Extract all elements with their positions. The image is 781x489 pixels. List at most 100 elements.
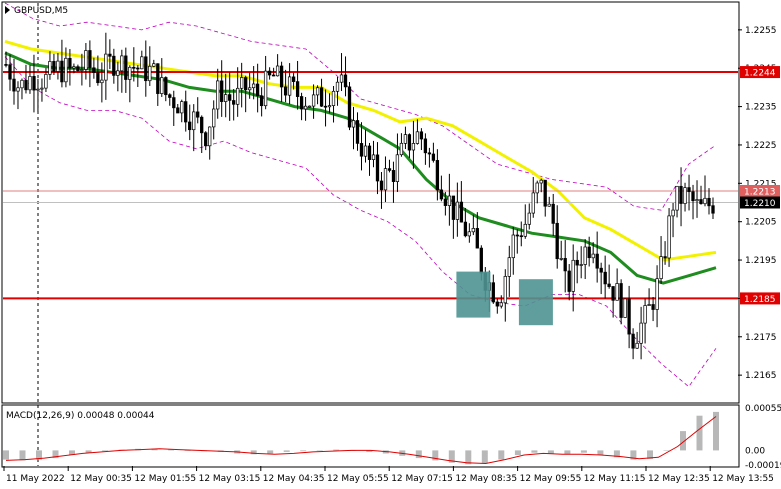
candle-body (283, 86, 288, 96)
candle (200, 115, 204, 154)
candle-body (471, 228, 475, 233)
candle-body (467, 231, 471, 237)
candle (303, 96, 308, 121)
candle (168, 93, 172, 106)
candle (591, 242, 595, 264)
y-tick-label: 1.2255 (745, 26, 777, 36)
candle (136, 65, 140, 87)
candle-body (60, 60, 64, 83)
horizontal-levels (3, 71, 738, 300)
candle-body (683, 187, 687, 204)
candle (148, 46, 152, 86)
candle (164, 76, 168, 102)
candle (160, 58, 164, 97)
candle-body (587, 246, 591, 259)
candle (96, 55, 100, 86)
macd-bar (481, 450, 488, 464)
main-frame (1, 1, 740, 468)
candle-body (591, 253, 595, 259)
candle (555, 205, 559, 269)
candle (439, 175, 444, 202)
candle (467, 223, 471, 243)
candle-body (619, 283, 623, 318)
candle (48, 51, 52, 80)
candle (523, 204, 527, 239)
candle-body (172, 97, 176, 109)
macd-bar (3, 450, 9, 460)
candle-body (291, 76, 296, 82)
macd-bar (333, 449, 340, 451)
candle-body (28, 76, 32, 91)
candle-body (148, 65, 152, 82)
candle (423, 133, 428, 165)
macd-bar (514, 450, 521, 455)
candle-body (503, 276, 507, 304)
candle (152, 59, 156, 68)
candle-body (667, 215, 671, 259)
level-tag-2-bg (740, 292, 780, 305)
candle-body (303, 105, 308, 110)
candle (236, 67, 240, 117)
candle (232, 89, 236, 121)
x-tick-label: 12 May 03:15 (199, 474, 261, 484)
candle-body (224, 94, 228, 102)
macd-title: MACD(12,26,9) 0.00048 0.00044 (6, 411, 155, 421)
candle-body (415, 131, 420, 144)
candle-body (120, 55, 124, 72)
candle-body (515, 234, 519, 237)
candle (263, 55, 268, 110)
candle (363, 129, 368, 163)
candle (52, 53, 56, 75)
candle-body (571, 259, 575, 292)
candle (387, 159, 392, 173)
candle-body (535, 182, 539, 194)
candle-body (311, 94, 316, 107)
candle (631, 328, 635, 360)
candle-body (128, 66, 132, 80)
candle-body (511, 234, 515, 259)
candle (371, 140, 376, 168)
candle-body (595, 253, 599, 269)
candle (531, 176, 535, 218)
candle (611, 286, 615, 318)
candle-body (176, 107, 180, 114)
candle-body (351, 120, 356, 128)
macd-bar (696, 415, 703, 451)
candle (675, 185, 679, 218)
chart-title: GBPUSD,M5 (5, 6, 68, 16)
candle (495, 298, 499, 314)
candle (220, 60, 224, 117)
candle-body (575, 259, 579, 266)
candle (695, 180, 699, 218)
candle (244, 75, 248, 113)
candle-body (323, 105, 328, 108)
candle-body (563, 258, 567, 272)
macd-bar (19, 450, 26, 461)
candle-body (4, 64, 8, 66)
macd-bar (366, 450, 373, 452)
candle (671, 202, 675, 238)
macd-tick-label: -0.00019 (745, 461, 781, 471)
candle-body (383, 168, 388, 191)
candle-body (499, 302, 503, 307)
candle (80, 53, 84, 86)
level-tag-2-label: 1.2185 (744, 295, 776, 305)
candle-body (196, 111, 200, 118)
macd-bar (547, 450, 554, 454)
macd-bar (300, 450, 307, 452)
candle-body (319, 87, 324, 107)
time-axis: 11 May 2022 12 May 00:35 12 May 01:55 12 Ma… (3, 466, 774, 484)
candle-body (491, 282, 495, 303)
candle-body (663, 256, 667, 259)
candle (331, 86, 336, 123)
x-tick-label: 12 May 00:35 (70, 474, 132, 484)
macd-bar (580, 450, 587, 453)
candle-body (16, 87, 20, 92)
candle (563, 240, 567, 293)
highlight-box-2 (518, 279, 553, 326)
candle-body (643, 305, 647, 324)
candle (607, 264, 611, 289)
candle-body (427, 152, 432, 155)
candle-body (687, 187, 691, 193)
candle-body (395, 154, 400, 182)
